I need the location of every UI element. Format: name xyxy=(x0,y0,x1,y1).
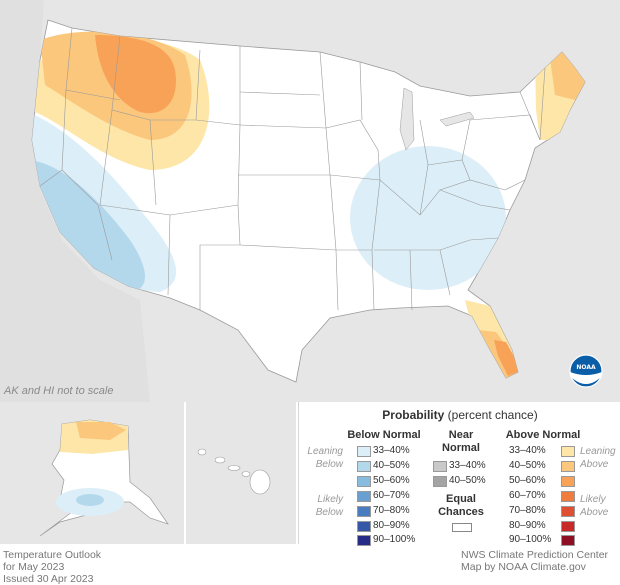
lake-erie xyxy=(439,111,475,127)
swatch-near-0 xyxy=(433,461,447,472)
map-title-block: Temperature Outlook for May 2023 Issued … xyxy=(3,549,101,585)
likely-below-label: Likely Below xyxy=(315,494,343,518)
below-normal-header: Below Normal xyxy=(347,429,421,441)
near-normal-header: Near Normal xyxy=(442,429,480,454)
legend-panel: Probability (percent chance) Below Norma… xyxy=(298,402,620,546)
hawaii-inset xyxy=(186,402,296,544)
swatch-above-2 xyxy=(561,476,575,487)
alaska-below-40 xyxy=(76,494,104,506)
swatch-above-3 xyxy=(561,491,575,502)
swatch-above-4 xyxy=(561,506,575,517)
swatch-above-0 xyxy=(561,446,575,457)
noaa-logo-text: NOAA xyxy=(576,364,596,371)
swatch-equal-chances xyxy=(452,523,472,532)
swatch-above-5 xyxy=(561,521,575,532)
alaska-inset xyxy=(0,402,184,544)
lake-michigan xyxy=(399,87,415,151)
map-subtitle: for May 2023 xyxy=(3,561,65,573)
swatch-near-1 xyxy=(433,476,447,487)
swatch-below-5 xyxy=(357,521,371,532)
noaa-logo: NOAA xyxy=(569,354,603,388)
legend-title: Probability (percent chance) xyxy=(382,408,538,422)
credit-cpc: NWS Climate Prediction Center xyxy=(461,549,609,561)
swatch-above-6 xyxy=(561,535,575,546)
leaning-below-label: Leaning Below xyxy=(307,446,343,470)
swatch-below-0 xyxy=(357,446,371,457)
ocean-pacific xyxy=(0,0,150,402)
swatch-below-2 xyxy=(357,476,371,487)
swatch-below-6 xyxy=(357,535,371,546)
above-normal-header: Above Normal xyxy=(505,429,581,441)
equal-chances-label: Equal Chances xyxy=(438,493,484,518)
inset-note: AK and HI not to scale xyxy=(4,385,114,397)
likely-above-label: Likely Above xyxy=(580,494,609,518)
hawaii-islands xyxy=(197,448,271,495)
outlook-map: NOAA xyxy=(0,0,620,402)
issued-date: Issued 30 Apr 2023 xyxy=(3,573,94,585)
map-title: Temperature Outlook xyxy=(3,549,102,561)
above-50-montana xyxy=(95,35,176,114)
above-50-florida xyxy=(494,340,518,376)
swatch-below-3 xyxy=(357,491,371,502)
credits-block: NWS Climate Prediction Center Map by NOA… xyxy=(461,549,608,573)
swatch-above-1 xyxy=(561,461,575,472)
credit-climate-gov: Map by NOAA Climate.gov xyxy=(461,561,586,573)
swatch-below-1 xyxy=(357,461,371,472)
above-40-maine xyxy=(550,48,585,100)
below-40-california xyxy=(32,160,145,292)
leaning-above-label: Leaning Above xyxy=(580,446,616,470)
alaska-above-40 xyxy=(76,422,126,440)
below-33-west-coast xyxy=(32,110,177,292)
swatch-below-4 xyxy=(357,506,371,517)
state-borders xyxy=(39,27,546,311)
below-33-southeast xyxy=(350,146,506,290)
